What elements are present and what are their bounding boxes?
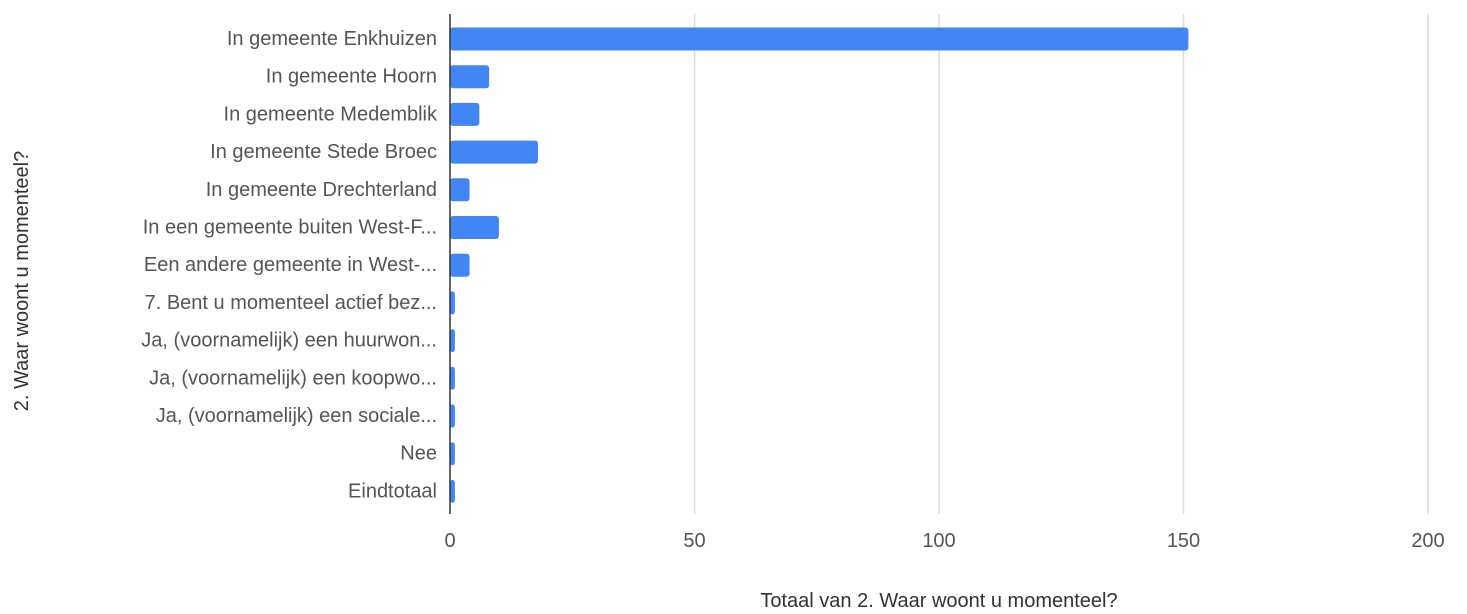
y-tick-label-5: In een gemeente buiten West-F... [143, 217, 437, 239]
bar-7 [450, 291, 455, 315]
bar-9 [450, 366, 455, 390]
bar-8 [450, 329, 455, 353]
y-tick-label-7: 7. Bent u momenteel actief bez... [145, 292, 437, 314]
y-tick-label-4: In gemeente Drechterland [206, 179, 437, 201]
y-tick-label-3: In gemeente Stede Broec [210, 141, 437, 163]
bar-3 [450, 140, 539, 164]
x-tick-label-100: 100 [922, 530, 955, 552]
y-tick-label-2: In gemeente Medemblik [224, 103, 438, 125]
x-tick-label-50: 50 [683, 530, 705, 552]
y-tick-label-8: Ja, (voornamelijk) een huurwon... [141, 330, 437, 352]
bar-5 [450, 216, 499, 239]
x-tick-label-0: 0 [444, 530, 455, 552]
y-tick-label-12: Eindtotaal [348, 480, 437, 502]
bar-0 [450, 27, 1189, 51]
y-tick-label-10: Ja, (voornamelijk) een sociale... [156, 405, 437, 427]
x-axis-title: Totaal van 2. Waar woont u momenteel? [760, 590, 1117, 612]
bar-6 [450, 253, 470, 277]
x-tick-label-200: 200 [1411, 530, 1444, 552]
bars [450, 27, 1189, 503]
y-tick-labels: In gemeente Enkhuizen In gemeente Hoorn In… [141, 28, 438, 502]
x-tick-labels: 0 50 100 150 200 [444, 530, 1444, 552]
bar-10 [450, 404, 455, 428]
y-tick-label-11: Nee [400, 443, 437, 465]
bar-11 [450, 442, 455, 466]
y-tick-label-1: In gemeente Hoorn [266, 66, 437, 88]
bar-12 [450, 479, 455, 503]
gridlines [693, 14, 1429, 514]
x-tick-label-150: 150 [1167, 530, 1200, 552]
bar-2 [450, 102, 480, 126]
y-tick-label-9: Ja, (voornamelijk) een koopwo... [149, 367, 437, 389]
y-tick-label-0: In gemeente Enkhuizen [227, 28, 437, 50]
bar-4 [450, 178, 470, 202]
y-axis-title: 2. Waar woont u momenteel? [11, 151, 33, 412]
y-tick-label-6: Een andere gemeente in West-... [144, 254, 437, 276]
bar-1 [450, 65, 490, 89]
